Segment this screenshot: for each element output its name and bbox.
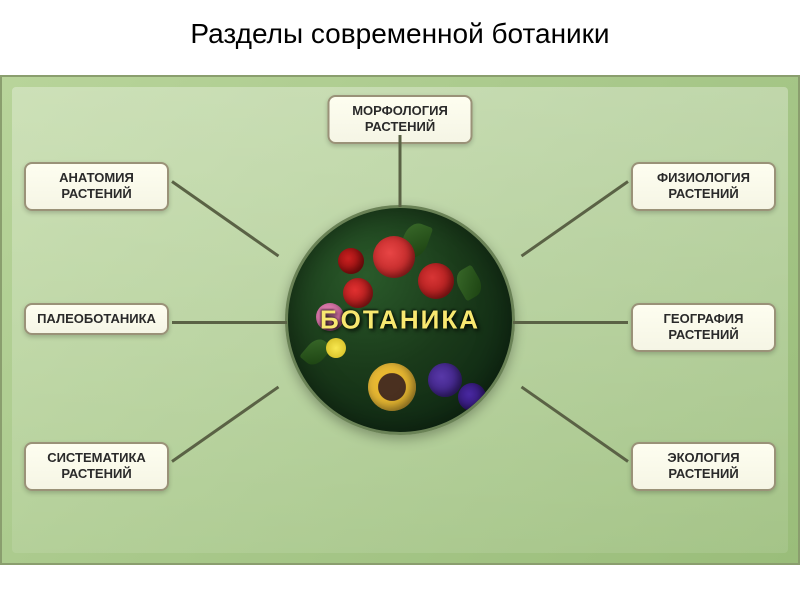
flower-decoration [338,248,364,274]
connector-left-2 [172,321,287,324]
flower-decoration [373,236,415,278]
center-hub: БОТАНИКА [285,205,515,435]
branch-geography: ГЕОГРАФИЯРАСТЕНИЙ [631,303,776,352]
flower-decoration [343,278,373,308]
diagram-container: БОТАНИКА МОРФОЛОГИЯРАСТЕНИЙ АНАТОМИЯРАСТ… [0,75,800,565]
flower-decoration [458,383,486,411]
flower-decoration [418,263,454,299]
connector-right-2 [513,321,628,324]
leaf-decoration [452,265,486,302]
branch-systematics: СИСТЕМАТИКАРАСТЕНИЙ [24,442,169,491]
flower-decoration [428,363,462,397]
center-label: БОТАНИКА [320,305,480,336]
branch-anatomy: АНАТОМИЯРАСТЕНИЙ [24,162,169,211]
sunflower-decoration [368,363,416,411]
branch-paleobotany: ПАЛЕОБОТАНИКА [24,303,169,335]
connector-top [399,135,402,207]
branch-ecology: ЭКОЛОГИЯРАСТЕНИЙ [631,442,776,491]
page-title: Разделы современной ботаники [0,0,800,65]
flower-decoration [326,338,346,358]
branch-physiology: ФИЗИОЛОГИЯРАСТЕНИЙ [631,162,776,211]
